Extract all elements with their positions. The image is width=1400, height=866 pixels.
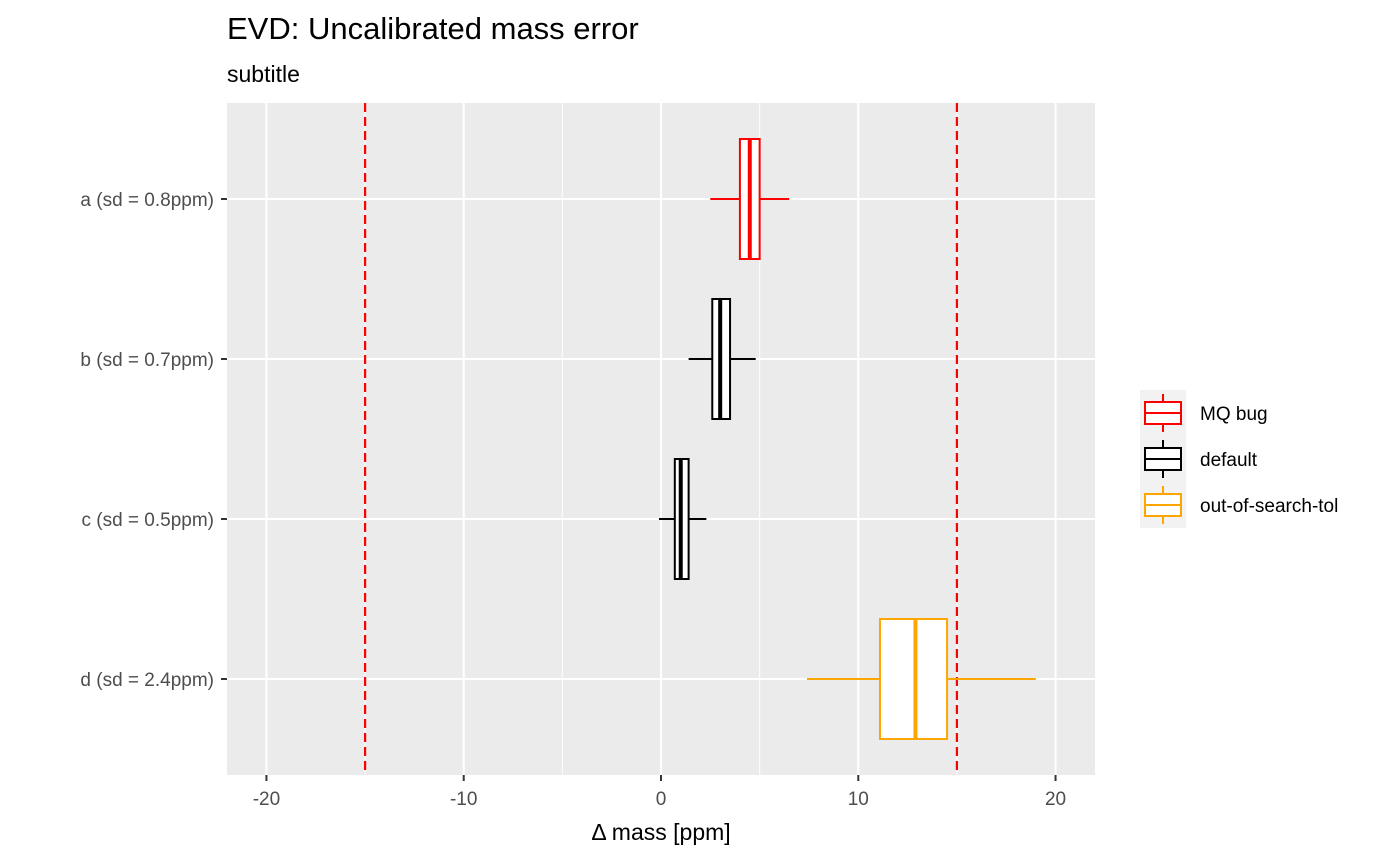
legend-item: out-of-search-tol [1144, 486, 1338, 524]
boxplot [710, 138, 790, 260]
major-gridlines [227, 103, 1095, 775]
boxplot [659, 458, 707, 580]
legend-item: MQ bug [1144, 394, 1268, 432]
legend-label: MQ bug [1200, 404, 1268, 425]
legend-label: out-of-search-tol [1200, 496, 1338, 517]
chart-title: EVD: Uncalibrated mass error [227, 11, 639, 46]
y-tick-label: a (sd = 0.8ppm) [80, 190, 214, 211]
boxplot [688, 298, 756, 420]
y-tick-label: d (sd = 2.4ppm) [80, 670, 214, 691]
x-tick-label: 0 [656, 789, 667, 810]
x-tick-label: -10 [450, 789, 477, 810]
x-tick-label: 10 [848, 789, 869, 810]
x-axis: -20 -10 0 10 20 [253, 775, 1066, 810]
x-axis-title: Δ mass [ppm] [591, 819, 730, 845]
y-axis: a (sd = 0.8ppm) b (sd = 0.7ppm) c (sd = 0.… [80, 190, 227, 691]
reference-lines [363, 103, 959, 775]
y-tick-label: b (sd = 0.7ppm) [80, 350, 214, 371]
boxplots [659, 138, 1036, 740]
x-tick-label: 20 [1045, 789, 1066, 810]
boxplot [806, 618, 1036, 740]
y-tick-label: c (sd = 0.5ppm) [81, 510, 214, 531]
legend-item: default [1144, 440, 1258, 478]
legend: MQ bug default out-of-search-tol [1140, 390, 1338, 528]
chart-subtitle: subtitle [227, 61, 300, 87]
x-tick-label: -20 [253, 789, 280, 810]
legend-label: default [1200, 450, 1258, 471]
